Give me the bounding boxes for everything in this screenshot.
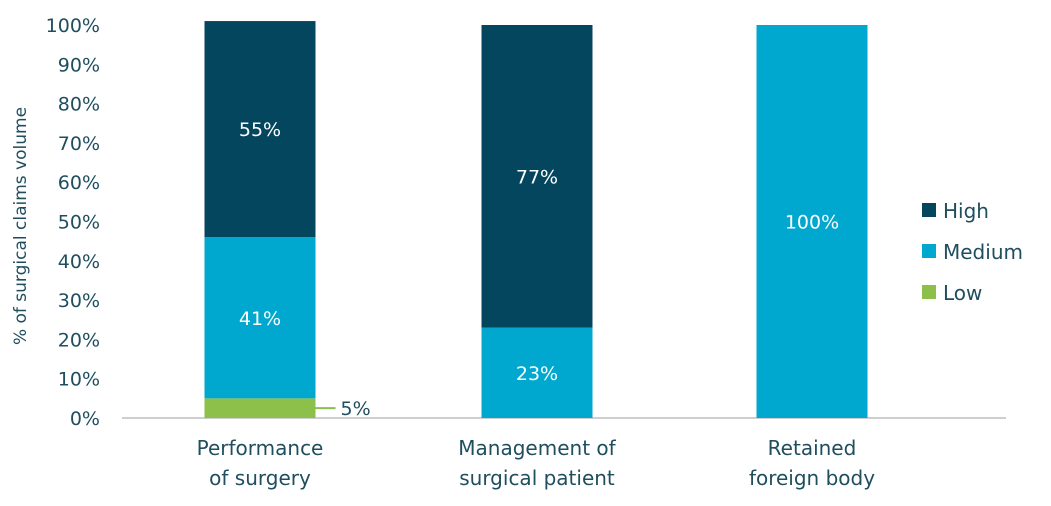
y-axis-label: % of surgical claims volume bbox=[11, 107, 31, 345]
y-tick-label: 40% bbox=[58, 251, 100, 273]
bars: 5% 41% 55% 23% 77% 100% bbox=[204, 21, 868, 420]
bar-segment-high bbox=[204, 21, 316, 238]
y-tick-label: 50% bbox=[58, 212, 100, 234]
legend-swatch-high bbox=[922, 203, 936, 217]
y-tick-label: 100% bbox=[46, 15, 100, 37]
legend-label-high: High bbox=[943, 199, 989, 223]
legend: High Medium Low bbox=[922, 199, 1023, 305]
bar-segment-low bbox=[204, 398, 316, 418]
data-label: 100% bbox=[785, 212, 839, 234]
category-label: Retained bbox=[768, 436, 857, 460]
legend-label-low: Low bbox=[943, 281, 982, 305]
bar-segment-high bbox=[481, 25, 593, 328]
bar-segment-medium bbox=[204, 237, 316, 399]
y-axis: 0% 10% 20% 30% 40% 50% 60% 70% 80% 90% 100% bbox=[46, 15, 100, 430]
category-label: of surgery bbox=[209, 466, 311, 490]
bar-segment-medium bbox=[756, 25, 868, 418]
y-tick-label: 10% bbox=[58, 369, 100, 391]
y-tick-label: 80% bbox=[58, 94, 100, 116]
y-tick-label: 90% bbox=[58, 54, 100, 76]
category-label: Performance bbox=[197, 436, 324, 460]
legend-label-medium: Medium bbox=[943, 240, 1023, 264]
category-label: Management of bbox=[458, 436, 616, 460]
category-labels: Performance of surgery Management of surgic… bbox=[197, 436, 876, 490]
category-label: surgical patient bbox=[459, 466, 615, 490]
data-label: 55% bbox=[239, 119, 281, 141]
data-label: 41% bbox=[239, 308, 281, 330]
y-tick-label: 20% bbox=[58, 329, 100, 351]
bar-segment-medium bbox=[481, 327, 593, 418]
legend-swatch-low bbox=[922, 285, 936, 299]
y-tick-label: 70% bbox=[58, 133, 100, 155]
legend-swatch-medium bbox=[922, 244, 936, 258]
category-label: foreign body bbox=[749, 466, 875, 490]
data-label: 5% bbox=[341, 398, 371, 420]
y-tick-label: 0% bbox=[70, 408, 100, 430]
y-tick-label: 30% bbox=[58, 290, 100, 312]
data-label: 77% bbox=[516, 166, 558, 188]
data-label: 23% bbox=[516, 363, 558, 385]
y-tick-label: 60% bbox=[58, 172, 100, 194]
